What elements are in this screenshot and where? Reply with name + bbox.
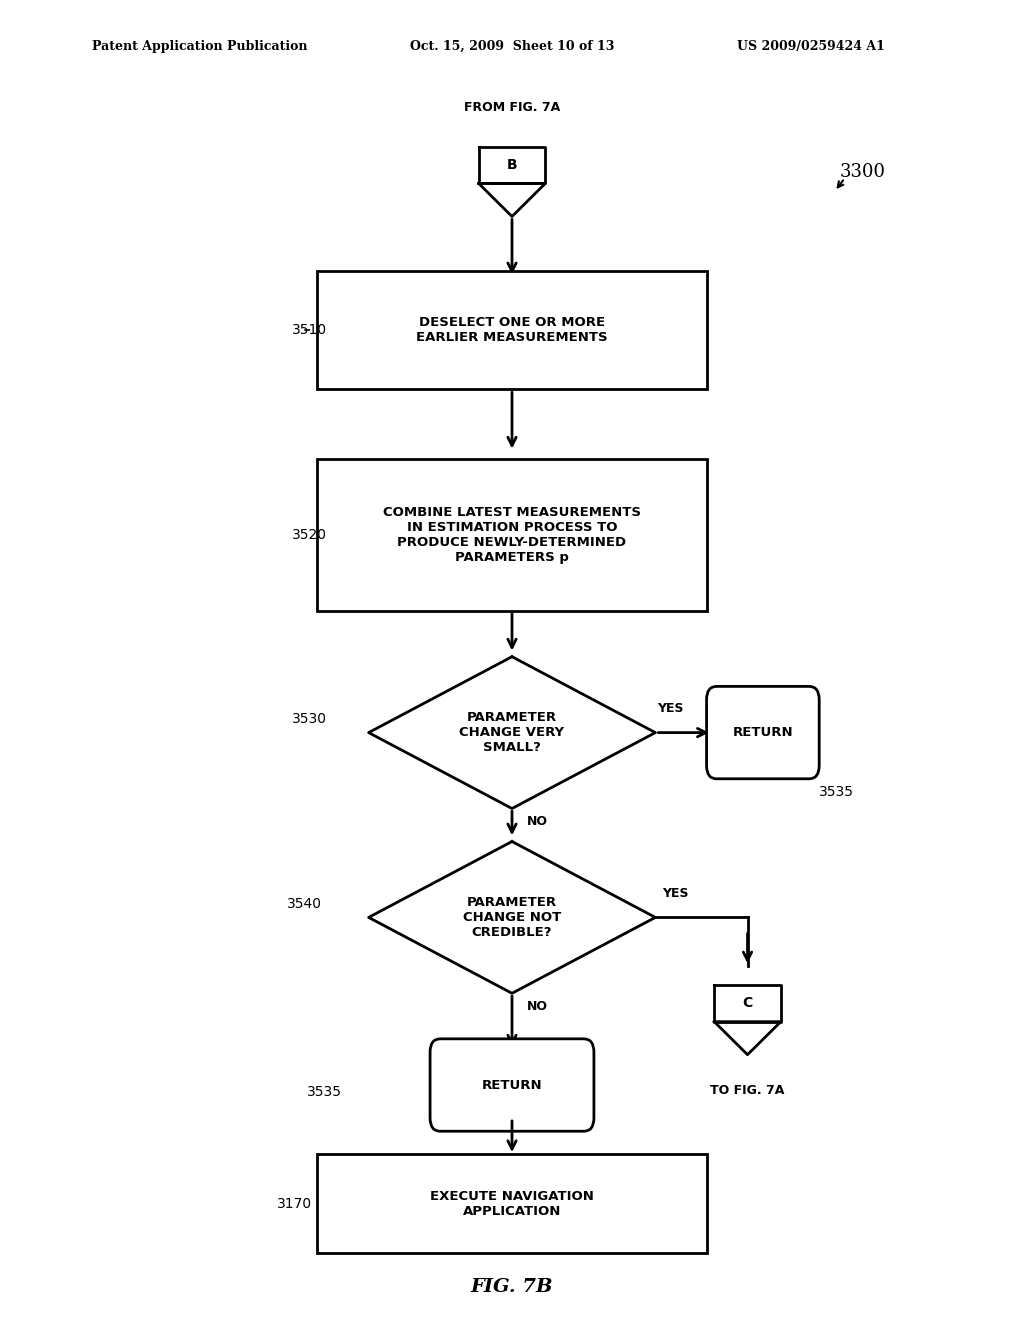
Text: TO FIG. 7A: TO FIG. 7A xyxy=(711,1084,784,1097)
Text: Patent Application Publication: Patent Application Publication xyxy=(92,40,307,53)
Text: PARAMETER
CHANGE NOT
CREDIBLE?: PARAMETER CHANGE NOT CREDIBLE? xyxy=(463,896,561,939)
Text: 3530: 3530 xyxy=(292,713,327,726)
FancyBboxPatch shape xyxy=(317,1154,707,1254)
Text: 3540: 3540 xyxy=(287,898,322,911)
Text: 3300: 3300 xyxy=(840,162,886,181)
Text: NO: NO xyxy=(527,814,549,828)
Text: 3510: 3510 xyxy=(292,323,327,337)
Text: DESELECT ONE OR MORE
EARLIER MEASUREMENTS: DESELECT ONE OR MORE EARLIER MEASUREMENT… xyxy=(416,315,608,345)
FancyBboxPatch shape xyxy=(317,459,707,610)
Text: B: B xyxy=(507,158,517,172)
Polygon shape xyxy=(369,656,655,808)
Text: 3535: 3535 xyxy=(307,1085,342,1098)
Text: Oct. 15, 2009  Sheet 10 of 13: Oct. 15, 2009 Sheet 10 of 13 xyxy=(410,40,614,53)
Text: YES: YES xyxy=(663,887,689,900)
Text: YES: YES xyxy=(657,702,684,715)
FancyBboxPatch shape xyxy=(317,271,707,389)
Text: C: C xyxy=(742,997,753,1010)
Text: 3170: 3170 xyxy=(276,1197,311,1210)
Polygon shape xyxy=(715,1022,780,1055)
Text: 3535: 3535 xyxy=(819,785,854,800)
Polygon shape xyxy=(479,147,545,183)
Text: EXECUTE NAVIGATION
APPLICATION: EXECUTE NAVIGATION APPLICATION xyxy=(430,1189,594,1218)
Polygon shape xyxy=(479,183,545,216)
Text: US 2009/0259424 A1: US 2009/0259424 A1 xyxy=(737,40,885,53)
Text: NO: NO xyxy=(527,1001,549,1012)
Text: RETURN: RETURN xyxy=(481,1078,543,1092)
FancyBboxPatch shape xyxy=(707,686,819,779)
FancyBboxPatch shape xyxy=(430,1039,594,1131)
Text: 3520: 3520 xyxy=(292,528,327,541)
Text: PARAMETER
CHANGE VERY
SMALL?: PARAMETER CHANGE VERY SMALL? xyxy=(460,711,564,754)
Text: FIG. 7B: FIG. 7B xyxy=(471,1278,553,1296)
Polygon shape xyxy=(715,985,780,1022)
Text: RETURN: RETURN xyxy=(732,726,794,739)
Text: COMBINE LATEST MEASUREMENTS
IN ESTIMATION PROCESS TO
PRODUCE NEWLY-DETERMINED
PA: COMBINE LATEST MEASUREMENTS IN ESTIMATIO… xyxy=(383,506,641,564)
Text: FROM FIG. 7A: FROM FIG. 7A xyxy=(464,100,560,114)
Polygon shape xyxy=(369,842,655,993)
